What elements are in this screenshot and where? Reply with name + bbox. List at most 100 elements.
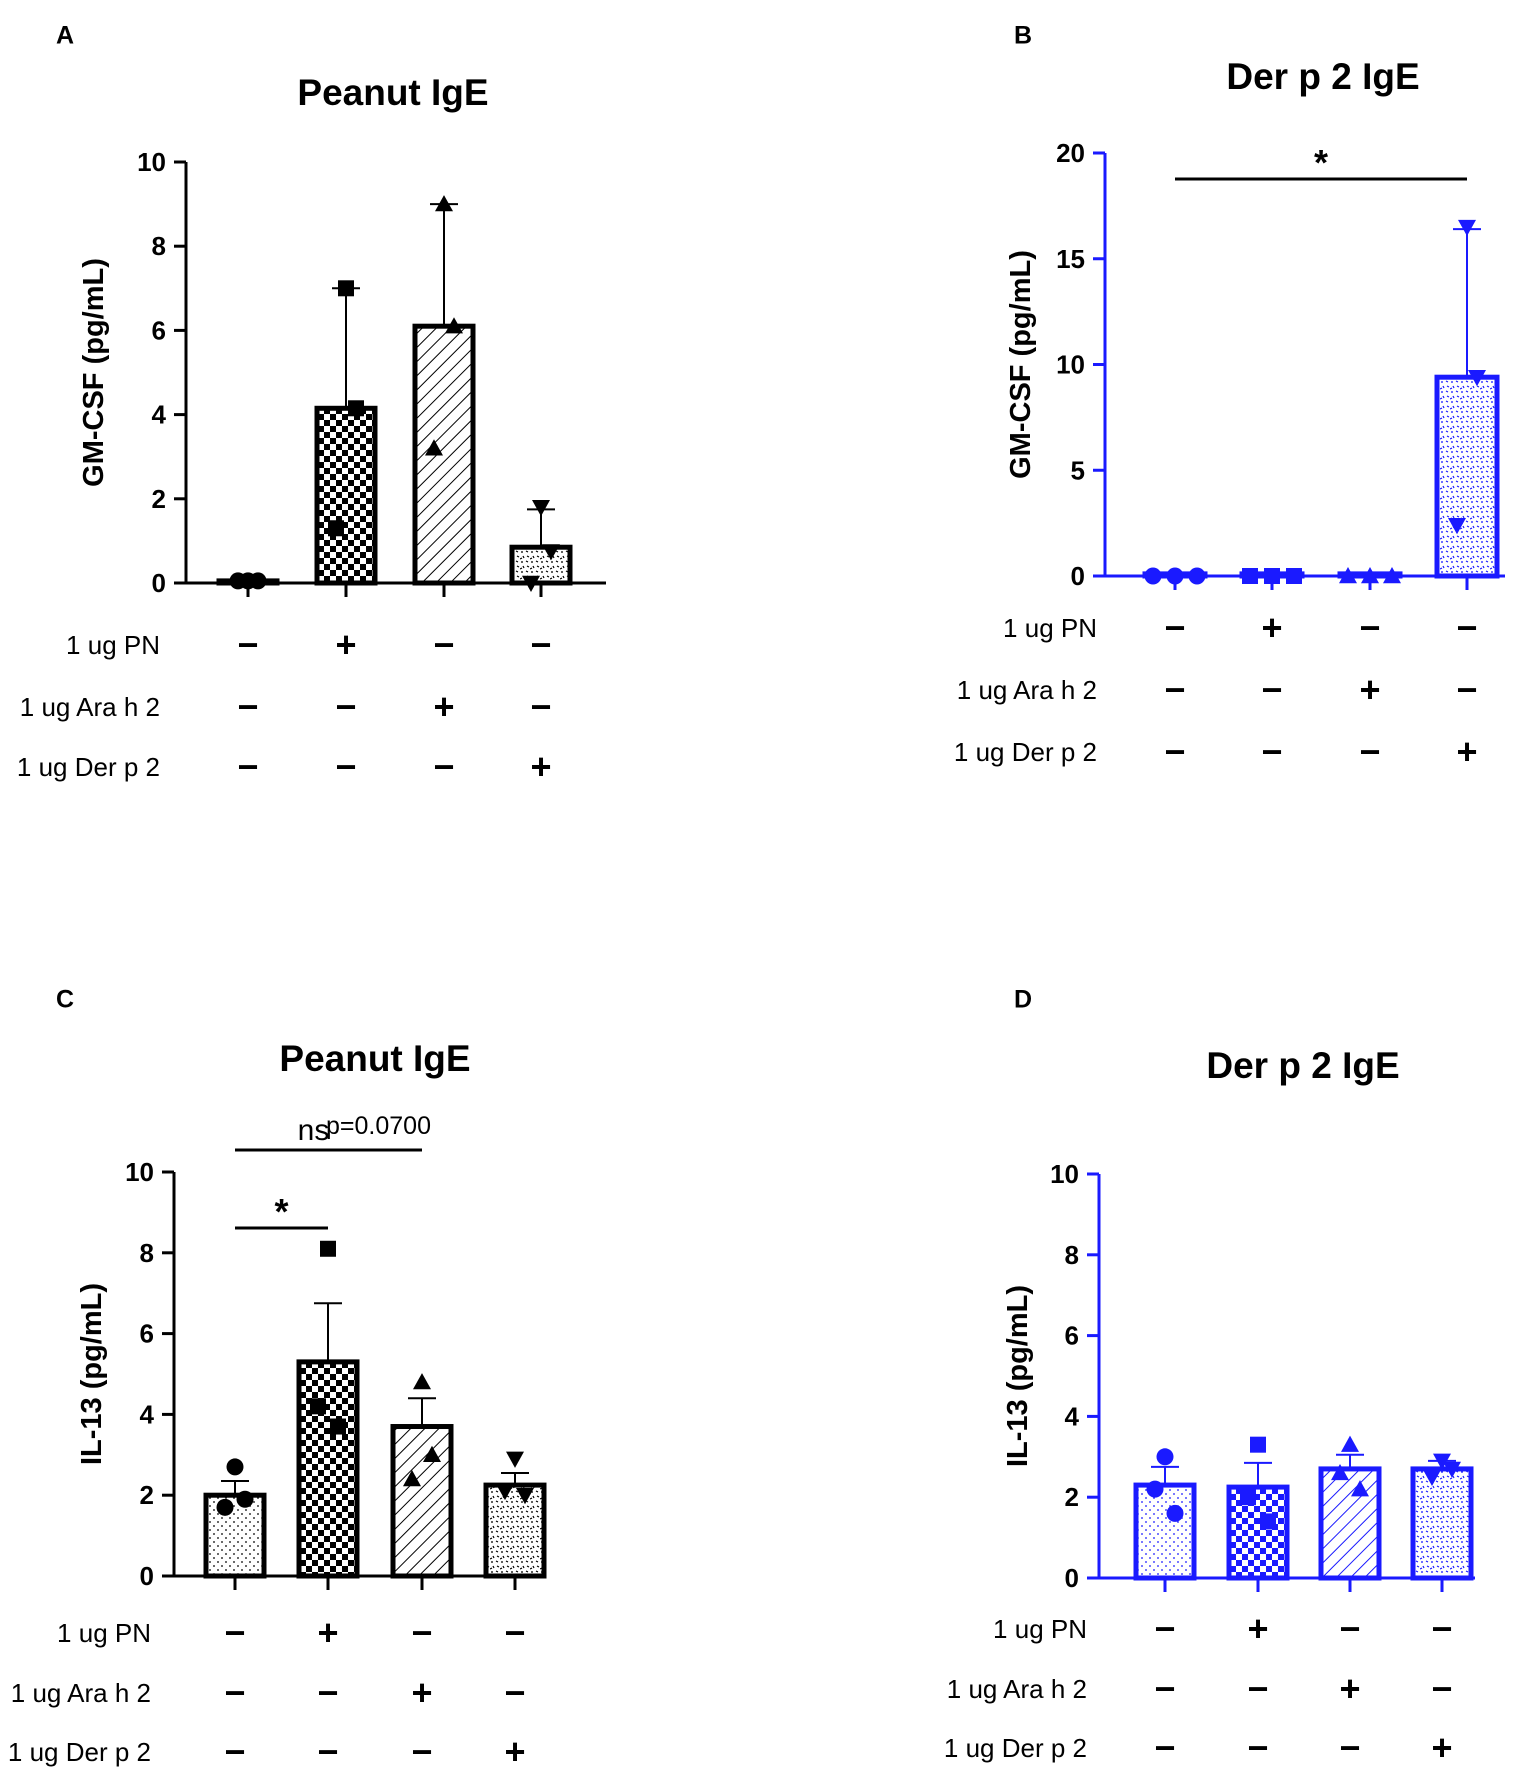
panel-d: D Der p 2 IgE 0 2 4 6 8 10 IL-13 (pg/mL) 1 ug PN −… [944,986,1475,1768]
condition-label: 1 ug PN [57,1618,151,1648]
bar [509,544,573,586]
plus-sign: + [411,1672,432,1713]
y-tick-label: 8 [1065,1240,1079,1270]
y-axis-label: IL-13 (pg/mL) [1002,1285,1034,1467]
condition-label: 1 ug PN [66,630,160,660]
condition-label: 1 ug Der p 2 [17,752,160,782]
data-point [1250,1436,1266,1453]
y-axis-label: IL-13 (pg/mL) [76,1283,108,1465]
bar [1133,1482,1197,1581]
data-point [532,500,550,517]
minus-sign: − [504,1612,525,1653]
y-tick-label: 6 [152,315,166,345]
data-point [330,1418,346,1435]
data-point [1242,568,1258,584]
data-point [516,1488,534,1505]
y-tick-label: 8 [140,1238,154,1268]
bar [1226,1484,1290,1581]
y-tick-label: 2 [140,1480,154,1510]
condition-label: 1 ug PN [993,1614,1087,1644]
data-point [1433,1453,1451,1470]
y-tick-label: 2 [152,484,166,514]
bar [296,1359,360,1579]
condition-label: 1 ug PN [1003,613,1097,643]
panel-c: C Peanut IgE 0 2 4 6 8 10 IL-13 (pg/mL) 1 ug PN − +… [8,986,547,1770]
minus-sign: − [1456,669,1477,710]
data-point [226,1458,244,1476]
data-point [435,195,453,212]
data-point [338,280,354,297]
minus-sign: − [1154,1608,1175,1649]
y-tick-label: 0 [1065,1563,1079,1593]
data-point [1468,369,1486,387]
condition-label: 1 ug Ara h 2 [947,1674,1087,1704]
data-point [522,575,540,592]
plus-sign: + [1261,607,1282,648]
panel-letter: B [1014,22,1032,50]
y-axis-label: GM-CSF (pg/mL) [1005,250,1037,479]
minus-sign: − [411,1731,432,1770]
bar [1434,374,1500,579]
y-tick-label: 0 [140,1561,154,1591]
y-tick-label: 0 [152,568,166,598]
data-point [1286,568,1302,584]
condition-label: 1 ug Ara h 2 [957,675,1097,705]
y-tick-label: 10 [1056,350,1085,380]
chart-title: Peanut IgE [297,72,488,113]
data-point [1188,567,1206,585]
minus-sign: − [317,1731,338,1770]
minus-sign: − [1359,607,1380,648]
data-point [1166,567,1184,585]
data-point [1156,1448,1174,1466]
data-point [216,1498,234,1516]
plus-sign: + [504,1731,525,1770]
significance-star: * [1314,142,1328,183]
minus-sign: − [1339,1608,1360,1649]
minus-sign: − [1359,731,1380,772]
minus-sign: − [530,624,551,665]
y-tick-label: 10 [125,1157,154,1187]
y-tick-label: 15 [1056,244,1085,274]
data-point [423,1445,441,1462]
minus-sign: − [1261,731,1282,772]
chart-title: Peanut IgE [279,1038,470,1079]
data-point [413,1373,431,1390]
minus-sign: − [224,1612,245,1653]
data-point [425,439,443,456]
plus-sign: + [1431,1727,1452,1768]
minus-sign: − [1154,1727,1175,1768]
minus-sign: − [1247,1727,1268,1768]
chart-title: Der p 2 IgE [1226,56,1419,97]
condition-label: 1 ug Der p 2 [954,737,1097,767]
panel-b: B Der p 2 IgE 0 5 10 15 20 GM-CSF (pg/mL) 1 ug P… [954,22,1505,772]
panel-letter: C [56,986,74,1014]
minus-sign: − [433,746,454,787]
data-point [1341,1435,1359,1452]
minus-sign: − [504,1672,525,1713]
minus-sign: − [1456,607,1477,648]
data-point [348,400,364,417]
panel-letter: A [56,22,74,50]
data-point [320,1240,336,1257]
minus-sign: − [1164,607,1185,648]
chart-title: Der p 2 IgE [1206,1045,1399,1086]
data-point [1443,1461,1461,1478]
y-tick-label: 0 [1071,561,1085,591]
data-point [506,1451,524,1468]
data-point [403,1470,421,1487]
data-point [1166,1504,1184,1522]
minus-sign: − [1261,669,1282,710]
y-tick-label: 10 [137,147,166,177]
data-point [1339,567,1357,584]
panel-a: A Peanut IgE 0 2 4 6 8 10 GM-CSF (pg/mL) 1 ug PN −… [17,22,606,787]
condition-label: 1 ug Der p 2 [944,1733,1087,1763]
y-tick-label: 4 [152,400,167,430]
condition-label: 1 ug Der p 2 [8,1737,151,1767]
data-point [1240,1489,1256,1506]
minus-sign: − [1339,1727,1360,1768]
plus-sign: + [335,624,356,665]
significance-star: * [274,1191,288,1232]
data-point [1144,567,1162,585]
data-point [1264,568,1280,584]
